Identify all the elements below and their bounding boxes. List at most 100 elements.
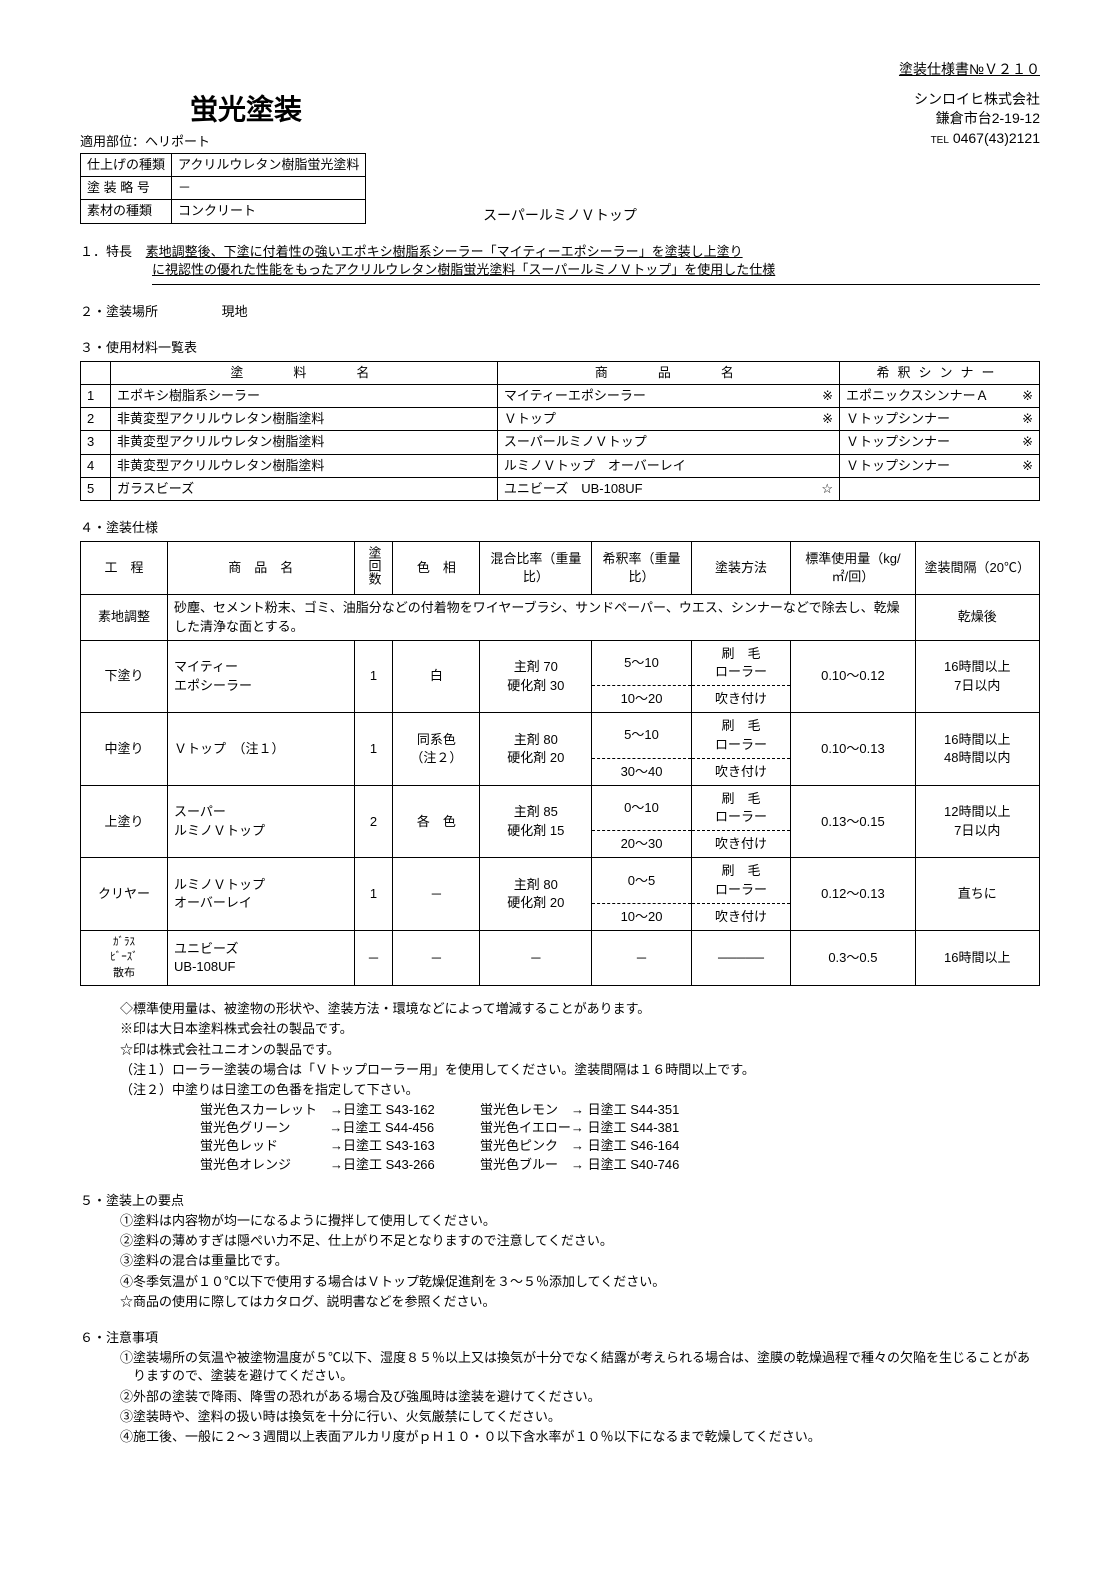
surface-text: 砂塵、セメント粉末、ゴミ、油脂分などの付着物をワイヤーブラシ、サンドペーパー、ウ… [168, 595, 916, 640]
mr3d: ルミノＶトップ オーバーレイ [497, 454, 839, 477]
clear-coats: 1 [354, 858, 393, 931]
clear-m2: 吹き付け [691, 903, 790, 930]
s6-4: ④施工後、一般に２～３週間以上表面アルカリ度がｐＨ１０・０以下含水率が１０％以下… [120, 1428, 1040, 1446]
primer-mix: 主剤 70 硬化剤 30 [480, 640, 592, 713]
mr2n: 3 [81, 431, 111, 454]
clear-label: クリヤー [81, 858, 168, 931]
clear-m1: 刷 毛 ローラー [691, 858, 790, 903]
ft-k1: 仕上げの種類 [81, 153, 172, 176]
sh-dilute: 希釈率（重量比） [592, 542, 691, 595]
s5-1: ①塗料は内容物が均一になるように攪拌して使用してください。 [120, 1212, 1040, 1230]
beads-usage: 0.3～0.5 [791, 931, 915, 986]
clear-color: ─ [393, 858, 480, 931]
s5-3: ③塗料の混合は重量比です。 [120, 1252, 1040, 1270]
mr1n: 2 [81, 408, 111, 431]
cl1l: 蛍光色グリーン →日塗工 S44-456 [200, 1119, 480, 1137]
s1-text1: 素地調整後、下塗に付着性の強いエポキシ樹脂系シーラー「マイティーエポシーラー」を… [146, 244, 743, 259]
top-interval: 12時間以上 7日以内 [915, 785, 1039, 858]
mr0d: マイティーエポシーラー※ [497, 385, 839, 408]
company-tel: TEL 0467(43)2121 [914, 129, 1040, 149]
s3-label: ３・使用材料一覧表 [80, 339, 1040, 357]
s2-value: 現地 [222, 304, 248, 319]
materials-table: 塗 料 名 商 品 名 希釈シンナー 1エポキシ樹脂系シーラーマイティーエポシー… [80, 361, 1040, 501]
mid-label: 中塗り [81, 713, 168, 786]
mr0n: 1 [81, 385, 111, 408]
clear-d1: 0～5 [592, 858, 691, 903]
ft-k3: 素材の種類 [81, 200, 172, 223]
surface-label: 素地調整 [81, 595, 168, 640]
mh2: 商 品 名 [497, 361, 839, 384]
color-list: 蛍光色スカーレット →日塗工 S43-162蛍光色レモン → 日塗工 S44-3… [200, 1101, 1040, 1174]
beads-interval: 16時間以上 [915, 931, 1039, 986]
mh3: 希釈シンナー [840, 361, 1040, 384]
top-m1: 刷 毛 ローラー [691, 785, 790, 830]
s4-label: ４・塗装仕様 [80, 519, 1040, 537]
top-usage: 0.13～0.15 [791, 785, 915, 858]
s5-2: ②塗料の薄めすぎは隠ぺい力不足、仕上がり不足となりますので注意してください。 [120, 1232, 1040, 1250]
doc-number: 塗装仕様書№Ｖ２１０ [80, 60, 1040, 80]
beads-mix: ─ [480, 931, 592, 986]
sh-mix: 混合比率（重量比） [480, 542, 592, 595]
top-label: 上塗り [81, 785, 168, 858]
mr4p: ガラスビーズ [111, 477, 498, 500]
mid-usage: 0.10～0.13 [791, 713, 915, 786]
mh1: 塗 料 名 [111, 361, 498, 384]
company-name: シンロイヒ株式会社 [914, 90, 1040, 110]
primer-m1: 刷 毛 ローラー [691, 640, 790, 685]
primer-d2: 10～20 [592, 686, 691, 713]
primer-product: マイティー エポシーラー [168, 640, 355, 713]
cl3r: 蛍光色ブルー → 日塗工 S40-746 [480, 1156, 760, 1174]
top-coats: 2 [354, 785, 393, 858]
beads-method: ───── [691, 931, 790, 986]
clear-mix: 主剤 80 硬化剤 20 [480, 858, 592, 931]
mr2p: 非黄変型アクリルウレタン樹脂塗料 [111, 431, 498, 454]
mr2t: Ｖトップシンナー※ [840, 431, 1040, 454]
cl0l: 蛍光色スカーレット →日塗工 S43-162 [200, 1101, 480, 1119]
mr0p: エポキシ樹脂系シーラー [111, 385, 498, 408]
top-d2: 20～30 [592, 831, 691, 858]
s6-2: ②外部の塗装で降雨、降雪の恐れがある場合及び強風時は塗装を避けてください。 [120, 1388, 1040, 1406]
mr3n: 4 [81, 454, 111, 477]
beads-coats: ─ [354, 931, 393, 986]
ft-v3: コンクリート [172, 200, 366, 223]
top-product: スーパー ルミノＶトップ [168, 785, 355, 858]
cl1r: 蛍光色イエロー→ 日塗工 S44-381 [480, 1119, 760, 1137]
s1-label: １．特長 [80, 244, 132, 259]
sh-method: 塗装方法 [691, 542, 790, 595]
primer-color: 白 [393, 640, 480, 713]
top-d1: 0～10 [592, 785, 691, 830]
mr4d: ユニビーズ UB-108UF☆ [497, 477, 839, 500]
s5-label: ５・塗装上の要点 [80, 1192, 1040, 1210]
s5-star: ☆商品の使用に際してはカタログ、説明書などを参照ください。 [120, 1293, 1040, 1311]
company-address: 鎌倉市台2-19-12 [914, 109, 1040, 129]
beads-dilute: ─ [592, 931, 691, 986]
cl2r: 蛍光色ピンク → 日塗工 S46-164 [480, 1137, 760, 1155]
mid-d2: 30～40 [592, 758, 691, 785]
mr1d: Ｖトップ※ [497, 408, 839, 431]
primer-coats: 1 [354, 640, 393, 713]
mr4t [840, 477, 1040, 500]
top-m2: 吹き付け [691, 831, 790, 858]
note-5: （注２）中塗りは日塗工の色番を指定して下さい。 [120, 1081, 1040, 1099]
sh-process: 工 程 [81, 542, 168, 595]
mr4n: 5 [81, 477, 111, 500]
clear-product: ルミノＶトップ オーバーレイ [168, 858, 355, 931]
s6-1: ①塗装場所の気温や被塗物温度が５℃以下、湿度８５％以上又は換気が十分でなく結露が… [120, 1349, 1040, 1385]
mid-mix: 主剤 80 硬化剤 20 [480, 713, 592, 786]
beads-product: ユニビーズ UB-108UF [168, 931, 355, 986]
mr0t: エポニックスシンナーＡ※ [840, 385, 1040, 408]
mr2d: スーパールミノＶトップ [497, 431, 839, 454]
primer-interval: 16時間以上 7日以内 [915, 640, 1039, 713]
sh-usage: 標準使用量（kg/㎡/回） [791, 542, 915, 595]
ft-v2: － [172, 177, 366, 200]
mr1p: 非黄変型アクリルウレタン樹脂塗料 [111, 408, 498, 431]
mr3p: 非黄変型アクリルウレタン樹脂塗料 [111, 454, 498, 477]
mr1t: Ｖトップシンナー※ [840, 408, 1040, 431]
sh-color: 色 相 [393, 542, 480, 595]
s6-3: ③塗装時や、塗料の扱い時は換気を十分に行い、火気厳禁にしてください。 [120, 1408, 1040, 1426]
s5-4: ④冬季気温が１０℃以下で使用する場合はＶトップ乾燥促進剤を３～５％添加してくださ… [120, 1273, 1040, 1291]
ft-v1: アクリルウレタン樹脂蛍光塗料 [172, 153, 366, 176]
s2-label: ２・塗装場所 [80, 304, 158, 319]
note-2: ※印は大日本塗料株式会社の製品です。 [120, 1020, 1040, 1038]
cl2l: 蛍光色レッド →日塗工 S43-163 [200, 1137, 480, 1155]
